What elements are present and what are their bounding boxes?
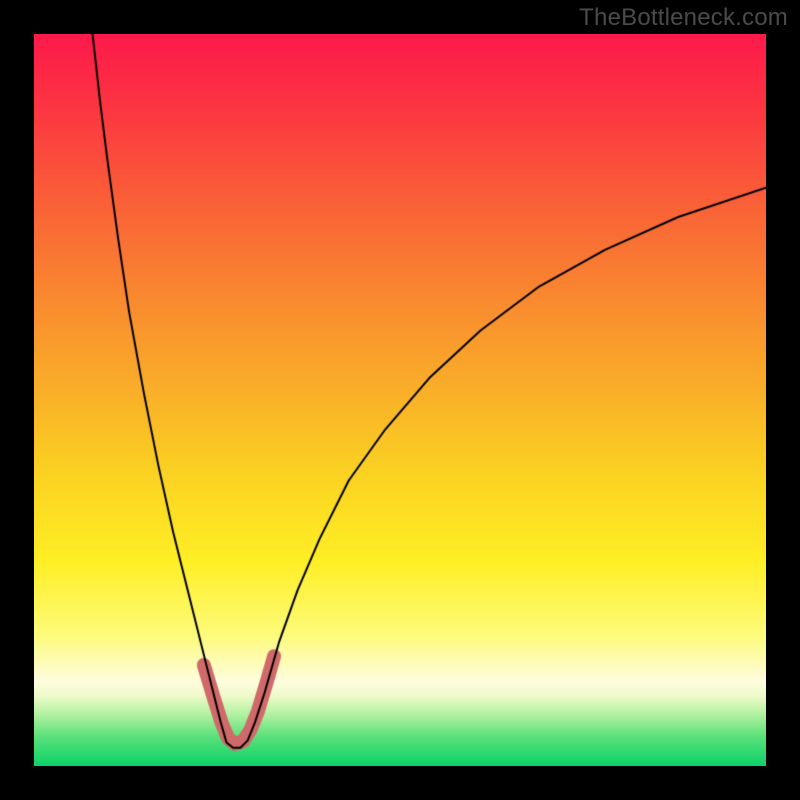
plot-canvas	[34, 34, 766, 766]
watermark-text: TheBottleneck.com	[579, 4, 788, 32]
plot-area	[34, 34, 766, 766]
chart-stage: TheBottleneck.com	[0, 0, 800, 800]
